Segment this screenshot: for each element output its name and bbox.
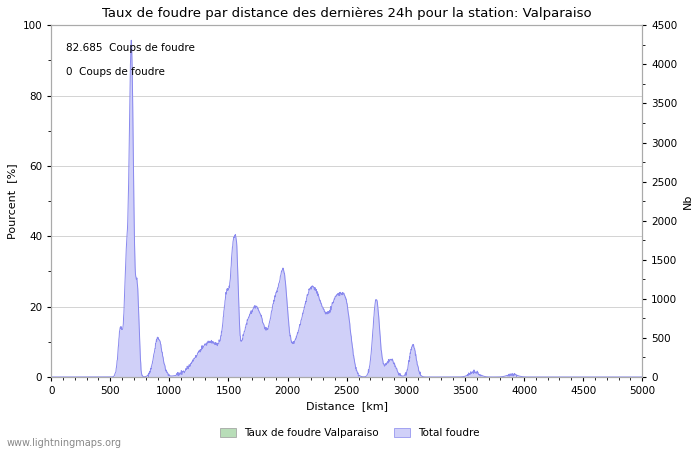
Text: www.lightningmaps.org: www.lightningmaps.org xyxy=(7,438,122,448)
Text: 0  Coups de foudre: 0 Coups de foudre xyxy=(66,68,164,77)
Title: Taux de foudre par distance des dernières 24h pour la station: Valparaiso: Taux de foudre par distance des dernière… xyxy=(102,7,592,20)
Text: 82.685  Coups de foudre: 82.685 Coups de foudre xyxy=(66,43,195,53)
Y-axis label: Pourcent  [%]: Pourcent [%] xyxy=(7,163,17,239)
Y-axis label: Nb: Nb xyxy=(683,194,693,209)
Legend: Taux de foudre Valparaiso, Total foudre: Taux de foudre Valparaiso, Total foudre xyxy=(216,424,484,442)
X-axis label: Distance  [km]: Distance [km] xyxy=(306,401,388,412)
